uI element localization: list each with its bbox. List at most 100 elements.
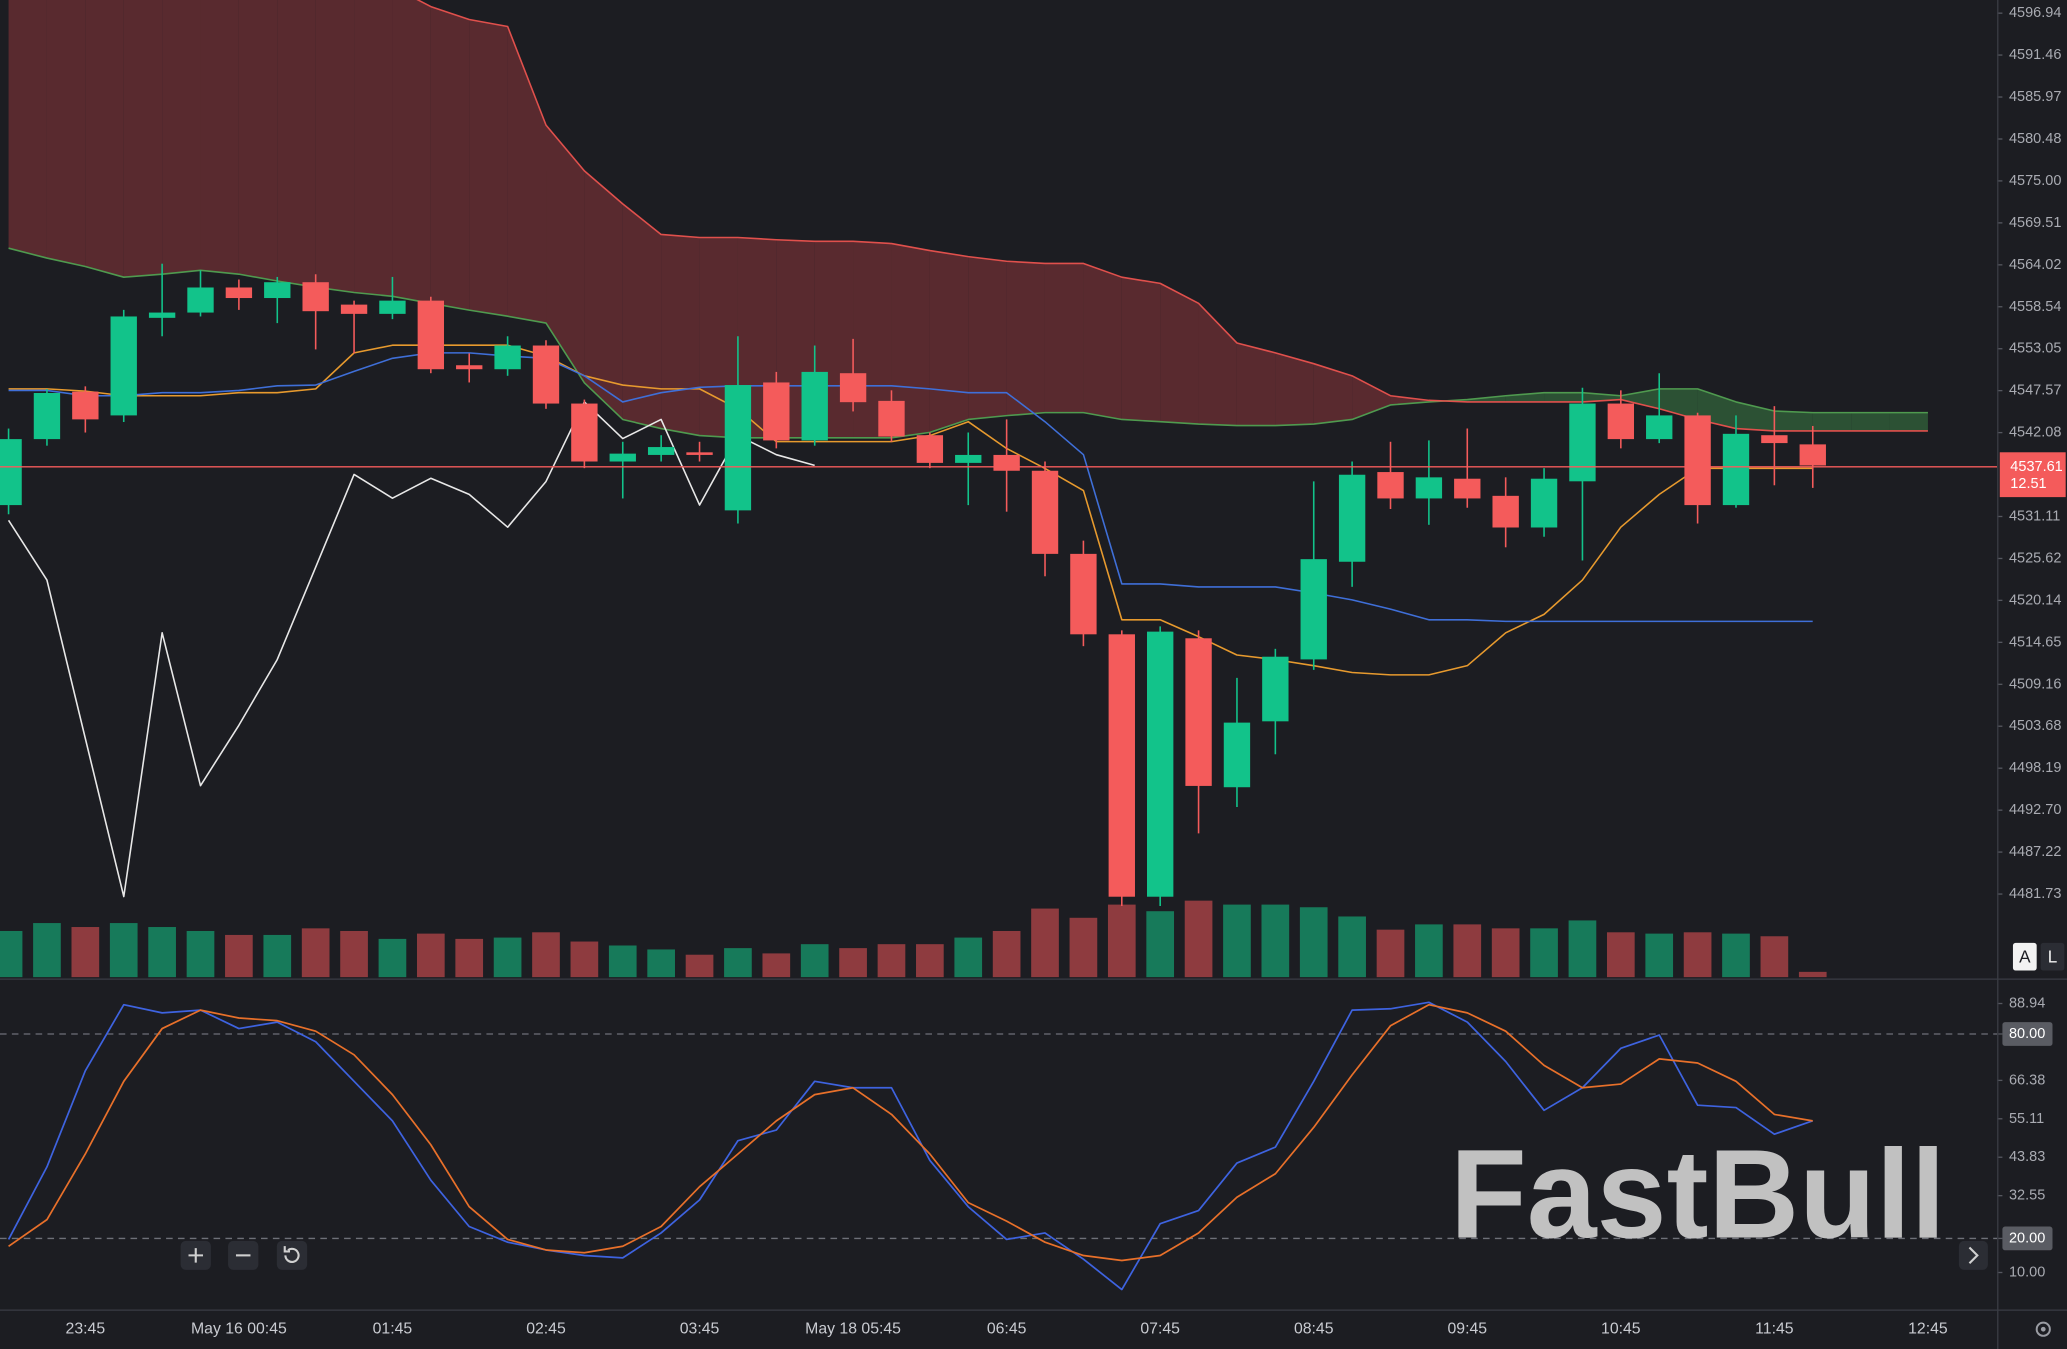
cloud-segment xyxy=(162,0,201,275)
y-tick-label: 4575.00 xyxy=(2009,173,2061,189)
zoom-controls xyxy=(180,1240,308,1270)
volume-bar xyxy=(1415,924,1443,978)
candle-body xyxy=(1569,403,1596,482)
volume-bar xyxy=(1338,916,1366,978)
x-tick-label: 06:45 xyxy=(987,1321,1027,1338)
axes: 4596.94 4591.46 4585.97 4580.48 4575.00 4569.… xyxy=(66,5,2066,1338)
candle-body xyxy=(993,454,1020,471)
level-label-box xyxy=(2002,1022,2053,1046)
candle-body xyxy=(1185,638,1212,786)
x-tick-label: May 18 05:45 xyxy=(805,1321,901,1338)
candle-body xyxy=(955,454,982,463)
cloud-segment xyxy=(929,250,969,433)
candle-body xyxy=(686,452,713,455)
candle-body xyxy=(1492,495,1519,528)
volume-bar xyxy=(1261,904,1290,978)
y-tick-label: 4525.62 xyxy=(2009,550,2061,566)
volume-bar xyxy=(532,932,560,978)
volume-bar xyxy=(1760,936,1789,978)
volume-bar xyxy=(1683,932,1712,978)
volume-bar xyxy=(1453,924,1482,978)
y-tick-label: 4509.16 xyxy=(2009,676,2061,692)
log-scale-label: L xyxy=(2048,947,2058,967)
x-tick-label: May 16 00:45 xyxy=(191,1321,287,1338)
volume-bar xyxy=(263,934,292,978)
volume-bar xyxy=(148,927,176,978)
y-tick-label: 55.11 xyxy=(2009,1111,2044,1127)
volume-bar xyxy=(608,945,637,978)
y-tick-label: 4481.73 xyxy=(2009,886,2061,902)
y-tick-label: 20.00 xyxy=(2009,1230,2045,1246)
candle-body xyxy=(801,371,828,441)
y-tick-label: 4520.14 xyxy=(2009,592,2061,608)
candle-body xyxy=(1530,478,1558,528)
last-price-countdown: 12.51 xyxy=(2010,476,2046,492)
volume-bar xyxy=(762,953,791,978)
zoom-out-button[interactable] xyxy=(228,1240,259,1270)
candle-body xyxy=(494,345,521,370)
x-tick-label: 02:45 xyxy=(526,1321,566,1338)
y-tick-label: 4580.48 xyxy=(2009,131,2061,147)
candle-body xyxy=(647,447,675,455)
cloud-segment xyxy=(1313,363,1353,425)
candle-body xyxy=(1646,415,1673,440)
candle-body xyxy=(1223,722,1251,788)
cloud-segment xyxy=(46,0,86,267)
volume-bar xyxy=(839,948,867,978)
candle-body xyxy=(1761,435,1788,444)
candle-body xyxy=(1377,472,1404,499)
cloud-segment xyxy=(200,0,239,275)
reset-button[interactable] xyxy=(276,1240,308,1270)
cloud-segment xyxy=(430,6,470,311)
oscillator-line xyxy=(7,1001,1813,1291)
candle-body xyxy=(379,300,406,314)
volume-bar xyxy=(1606,932,1635,978)
cloud-segment xyxy=(123,0,163,278)
cloud-segment xyxy=(354,0,393,297)
x-tick-label: 03:45 xyxy=(680,1321,720,1338)
cloud-segment xyxy=(85,0,124,278)
last-price-box xyxy=(1999,452,2066,498)
volume-bar xyxy=(1031,908,1059,978)
volume-bar xyxy=(647,949,675,978)
auto-scale-label: A xyxy=(2019,947,2031,967)
candle-body xyxy=(417,300,445,370)
cloud-segment xyxy=(1659,388,1698,420)
candle-body xyxy=(1262,656,1289,722)
cloud-segment xyxy=(1006,261,1045,416)
x-tick-label: 10:45 xyxy=(1601,1321,1641,1338)
candle-body xyxy=(148,312,176,318)
level-label-box xyxy=(2002,1226,2053,1251)
zoom-in-button[interactable] xyxy=(180,1240,211,1270)
candle-body xyxy=(763,382,790,441)
candle-body xyxy=(1147,631,1174,897)
volume-bar xyxy=(1798,971,1827,978)
volume-bar xyxy=(416,933,445,978)
cloud-segment xyxy=(315,0,355,293)
volume-bar xyxy=(685,954,714,978)
volume-bar xyxy=(340,930,368,978)
cloud-segment xyxy=(1160,283,1199,425)
candle-body xyxy=(609,453,636,462)
cloud-segment xyxy=(1774,411,1813,431)
x-tick-label: 11:45 xyxy=(1755,1321,1794,1338)
settings-button[interactable] xyxy=(2035,1321,2051,1337)
cloud-segment xyxy=(238,0,278,282)
volume-bar xyxy=(1107,904,1136,978)
auto-scale-button[interactable]: A xyxy=(2012,942,2037,971)
candle-body xyxy=(1338,474,1366,562)
cloud-segment xyxy=(622,203,662,429)
indicator-line xyxy=(8,344,1813,676)
y-tick-label: 10.00 xyxy=(2009,1265,2045,1281)
scroll-right-button[interactable] xyxy=(1958,1240,1988,1270)
y-tick-label: 80.00 xyxy=(2009,1026,2045,1042)
y-tick-label: 4564.02 xyxy=(2009,257,2061,273)
y-tick-label: 32.55 xyxy=(2009,1188,2045,1204)
y-tick-label: 88.94 xyxy=(2009,996,2045,1012)
cloud-segment xyxy=(392,0,431,304)
log-scale-button[interactable]: L xyxy=(2040,942,2065,971)
candle-body xyxy=(187,287,214,313)
x-tick-label: 09:45 xyxy=(1447,1321,1487,1338)
candle-body xyxy=(456,365,483,370)
